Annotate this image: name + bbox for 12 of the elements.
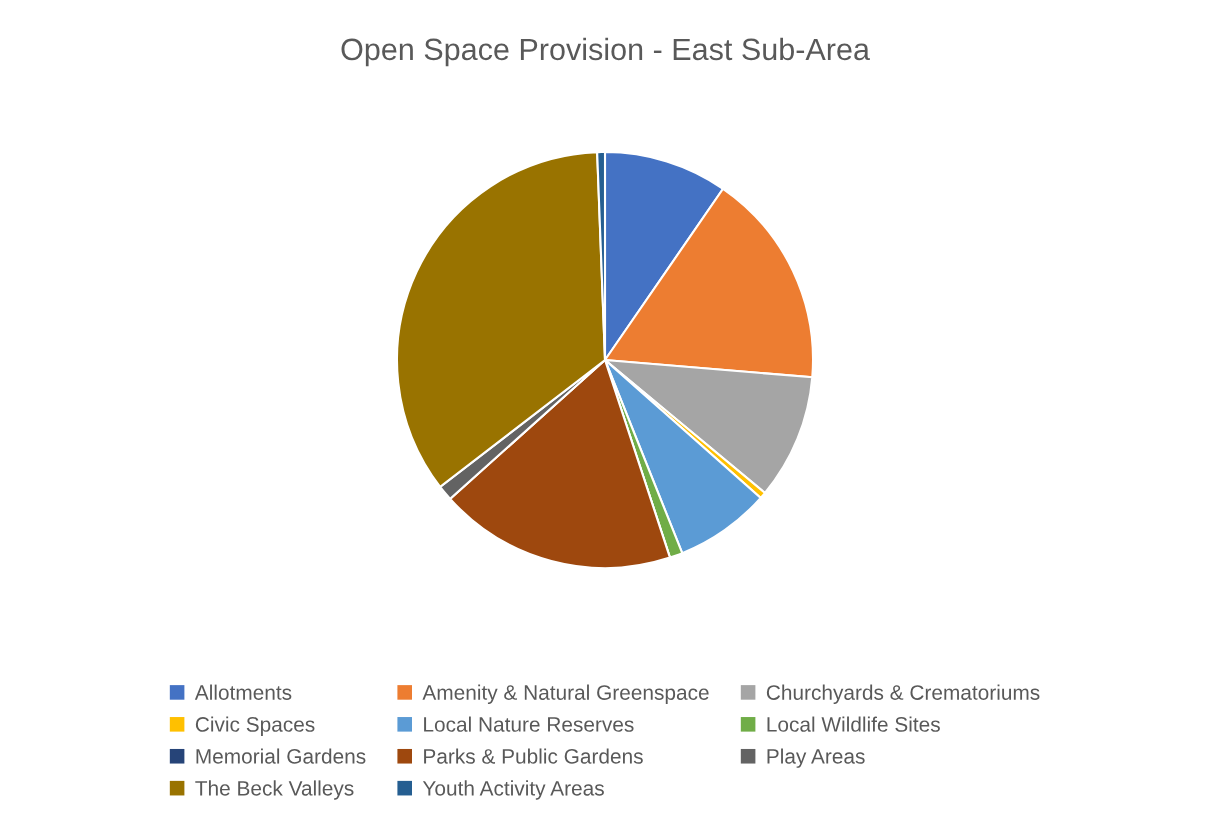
legend-label: Youth Activity Areas (422, 780, 604, 800)
legend-label: Play Areas (767, 748, 865, 768)
legend-label: The Beck Valleys (195, 780, 354, 800)
legend-label: Allotments (194, 684, 292, 700)
chart-title: Open Space Provision - East Sub-Area (341, 37, 870, 67)
legend-label: Civic Spaces (195, 716, 315, 736)
legend-label: Memorial Gardens (196, 748, 366, 764)
legend-label: Local Wildlife Sites (767, 716, 940, 732)
legend-label: Local Nature Reserves (424, 716, 634, 732)
legend-label: Parks & Public Gardens (424, 748, 643, 764)
legend-label: Amenity & Natural Greenspace (422, 684, 709, 705)
legend-label: Churchyards & Crematoriums (766, 684, 1040, 705)
